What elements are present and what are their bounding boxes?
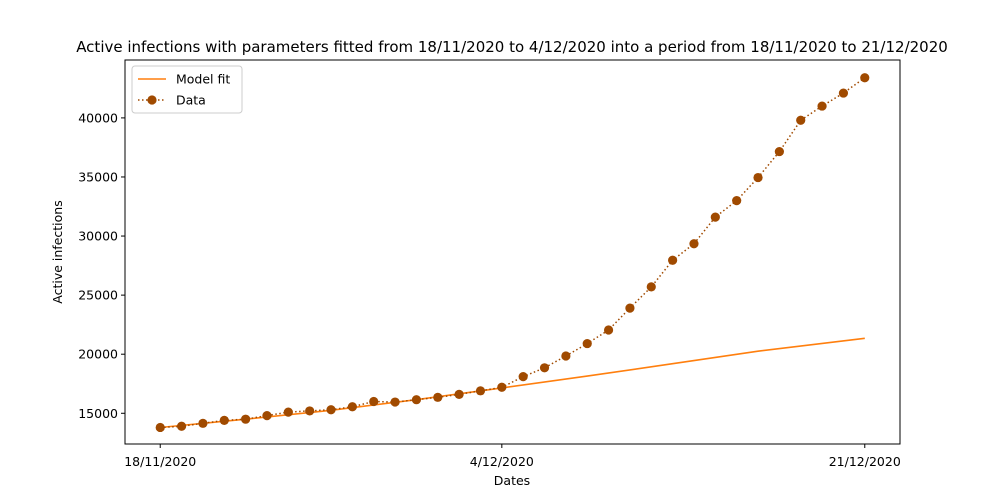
data-point xyxy=(774,146,784,157)
axes: 15000 20000 25000 30000 35000 40000 18/11/2020… xyxy=(78,110,901,469)
x-axis-label: Dates xyxy=(494,473,530,488)
legend-label-0: Model fit xyxy=(176,72,230,87)
y-tick-label: 15000 xyxy=(78,406,118,421)
data-point xyxy=(668,255,678,265)
legend-label-1: Data xyxy=(176,93,206,108)
y-tick-label: 40000 xyxy=(78,110,118,125)
series-line-1 xyxy=(160,77,866,429)
data-point xyxy=(732,196,742,206)
y-tick-label: 35000 xyxy=(78,169,118,184)
legend-box xyxy=(131,65,243,114)
data-point xyxy=(603,325,614,335)
data-point xyxy=(176,421,187,431)
data-point xyxy=(241,414,251,424)
data-point xyxy=(347,402,357,412)
y-axis-label: Active infections xyxy=(50,200,65,303)
y-tick-label: 30000 xyxy=(78,229,118,244)
legend: Model fit Data xyxy=(131,65,243,114)
data-point xyxy=(689,239,699,249)
data-point xyxy=(625,303,635,313)
chart-title: Active infections with parameters fitted… xyxy=(76,38,948,56)
data-point xyxy=(497,382,507,392)
plot-frame xyxy=(124,59,901,445)
data-point xyxy=(305,406,315,416)
data-point xyxy=(198,418,208,428)
data-point xyxy=(326,405,336,415)
data-point xyxy=(283,407,293,417)
data-point xyxy=(561,351,571,361)
data-point xyxy=(646,282,656,292)
data-point xyxy=(753,172,763,183)
legend-marker-1 xyxy=(147,95,157,105)
data-point xyxy=(475,386,486,396)
data-point xyxy=(817,101,827,111)
data-point xyxy=(582,338,592,349)
data-point xyxy=(454,389,464,399)
x-tick-label: 18/11/2020 xyxy=(124,454,196,469)
plot-area xyxy=(155,73,870,433)
data-point xyxy=(390,397,400,407)
data-point xyxy=(369,396,379,407)
y-tick-label: 20000 xyxy=(78,347,118,362)
data-point xyxy=(155,422,165,433)
data-point xyxy=(518,372,528,382)
data-point xyxy=(710,212,720,222)
data-point xyxy=(838,88,849,98)
x-tick-label: 4/12/2020 xyxy=(470,454,534,469)
data-point xyxy=(860,73,870,83)
data-point xyxy=(262,411,272,421)
y-tick-label: 25000 xyxy=(78,288,118,303)
data-point xyxy=(219,415,229,425)
x-tick-label: 21/12/2020 xyxy=(829,454,901,469)
data-point xyxy=(433,392,443,402)
data-point xyxy=(411,395,422,405)
data-point xyxy=(539,363,550,373)
data-point xyxy=(796,115,806,125)
